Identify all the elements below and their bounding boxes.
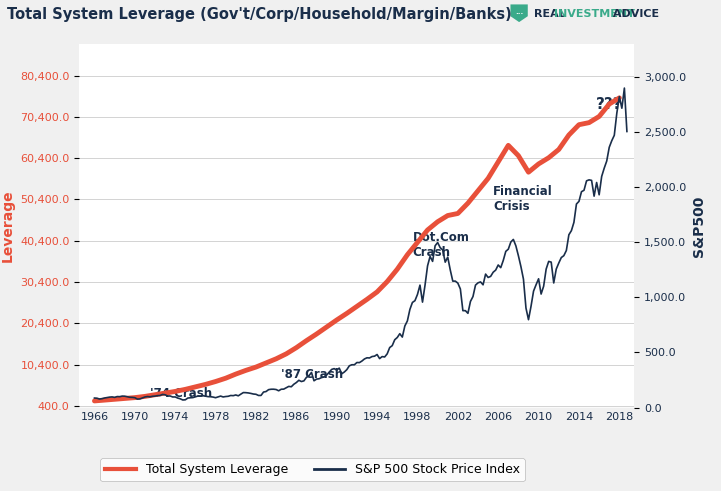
Y-axis label: S&P500: S&P500 <box>692 195 706 257</box>
Text: Total System Leverage (Gov't/Corp/Household/Margin/Banks): Total System Leverage (Gov't/Corp/Househ… <box>7 7 512 23</box>
Text: Financial
Crisis: Financial Crisis <box>493 186 553 214</box>
Legend: Total System Leverage, S&P 500 Stock Price Index: Total System Leverage, S&P 500 Stock Pri… <box>100 458 525 481</box>
Text: '74 Crash: '74 Crash <box>150 387 212 400</box>
Text: REAL: REAL <box>534 9 569 19</box>
Y-axis label: Leverage: Leverage <box>1 190 14 262</box>
Text: '87 Crash: '87 Crash <box>281 368 343 381</box>
Text: Dot.Com
Crash: Dot.Com Crash <box>412 231 469 259</box>
Text: ...: ... <box>515 9 523 15</box>
Text: INVESTMENT: INVESTMENT <box>554 9 634 19</box>
Text: ADVICE: ADVICE <box>609 9 660 19</box>
Polygon shape <box>510 4 528 22</box>
Text: ???: ??? <box>596 97 622 112</box>
